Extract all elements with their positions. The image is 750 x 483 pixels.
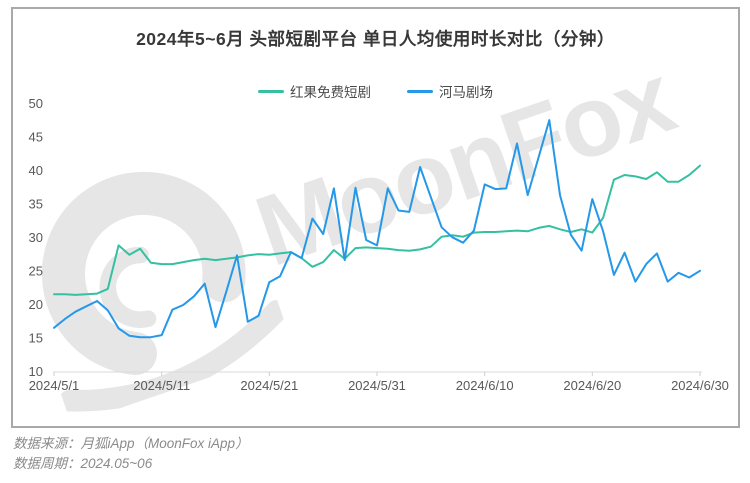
legend-label: 河马剧场 — [439, 85, 493, 100]
legend-label: 红果免费短剧 — [290, 85, 371, 100]
legend-item: 河马剧场 — [407, 81, 493, 101]
moonfox-logo-icon — [41, 171, 288, 412]
legend-item: 红果免费短剧 — [258, 81, 371, 101]
chart-title: 2024年5~6月 头部短剧平台 单日人均使用时长对比（分钟） — [136, 29, 615, 49]
legend-line-swatch — [407, 89, 433, 93]
footer-source: 数据来源：月狐iApp（MoonFox iApp） — [13, 436, 249, 451]
watermark-text: MoonFox — [242, 41, 687, 288]
chart-legend: 红果免费短剧 河马剧场 — [11, 81, 740, 101]
legend-line-swatch — [258, 89, 284, 93]
moonfox-watermark: MoonFox — [13, 9, 706, 425]
chart-footer: 数据来源：月狐iApp（MoonFox iApp） 数据周期：2024.05~0… — [13, 434, 249, 474]
chart-card: MoonFox — [11, 7, 740, 428]
footer-period: 数据周期：2024.05~06 — [13, 456, 153, 471]
